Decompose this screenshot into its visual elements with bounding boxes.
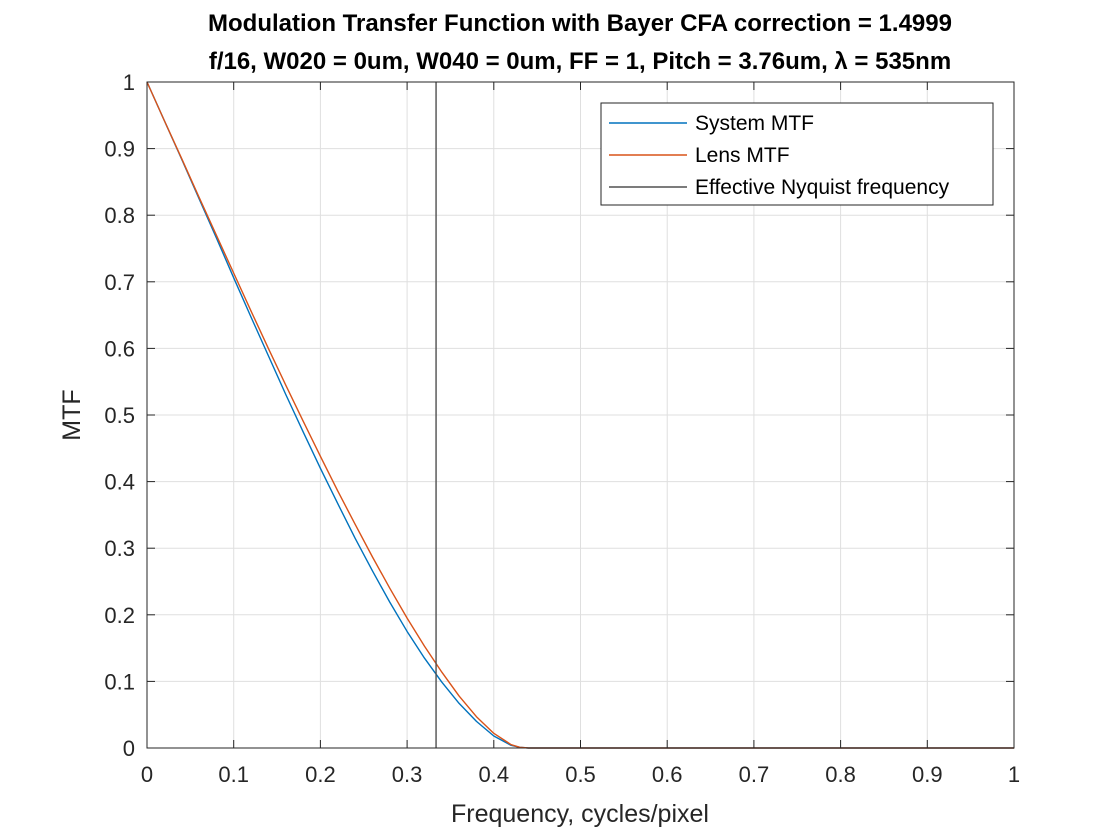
y-tick-label: 0.7 <box>104 270 135 295</box>
legend-entry: System MTF <box>695 112 814 135</box>
y-tick-label: 0.3 <box>104 536 135 561</box>
x-tick-label: 0.2 <box>305 762 336 787</box>
y-axis-label: MTF <box>58 389 86 440</box>
legend-entry: Lens MTF <box>695 144 790 167</box>
y-tick-label: 0.4 <box>104 470 135 495</box>
chart-title: Modulation Transfer Function with Bayer … <box>208 10 952 37</box>
x-tick-label: 0 <box>141 762 153 787</box>
x-tick-label: 0.1 <box>218 762 249 787</box>
x-tick-label: 0.3 <box>392 762 423 787</box>
y-tick-label: 0.5 <box>104 403 135 428</box>
x-tick-label: 0.5 <box>565 762 596 787</box>
x-tick-label: 0.7 <box>739 762 770 787</box>
y-tick-label: 0.6 <box>104 336 135 361</box>
x-tick-label: 0.8 <box>825 762 856 787</box>
x-tick-label: 0.6 <box>652 762 683 787</box>
legend-entry: Effective Nyquist frequency <box>695 176 950 199</box>
x-tick-label: 1 <box>1008 762 1020 787</box>
y-tick-label: 0.9 <box>104 137 135 162</box>
x-tick-label: 0.4 <box>479 762 510 787</box>
legend-box <box>600 102 994 206</box>
y-tick-label: 0.2 <box>104 603 135 628</box>
x-tick-label: 0.9 <box>912 762 943 787</box>
chart-subtitle: f/16, W020 = 0um, W040 = 0um, FF = 1, Pi… <box>209 48 951 75</box>
y-tick-label: 1 <box>123 70 135 95</box>
y-tick-label: 0.1 <box>104 669 135 694</box>
axis-ticks: 0 0.1 0.2 0.3 0.4 0.5 0.6 0.7 0.8 0.9 1 0 0.1 0.2 0.3 0… <box>104 70 1020 787</box>
x-axis-label: Frequency, cycles/pixel <box>451 800 709 828</box>
legend: System MTF Lens MTF Effective Nyquist freq… <box>600 102 994 206</box>
y-tick-label: 0 <box>123 736 135 761</box>
y-tick-label: 0.8 <box>104 203 135 228</box>
